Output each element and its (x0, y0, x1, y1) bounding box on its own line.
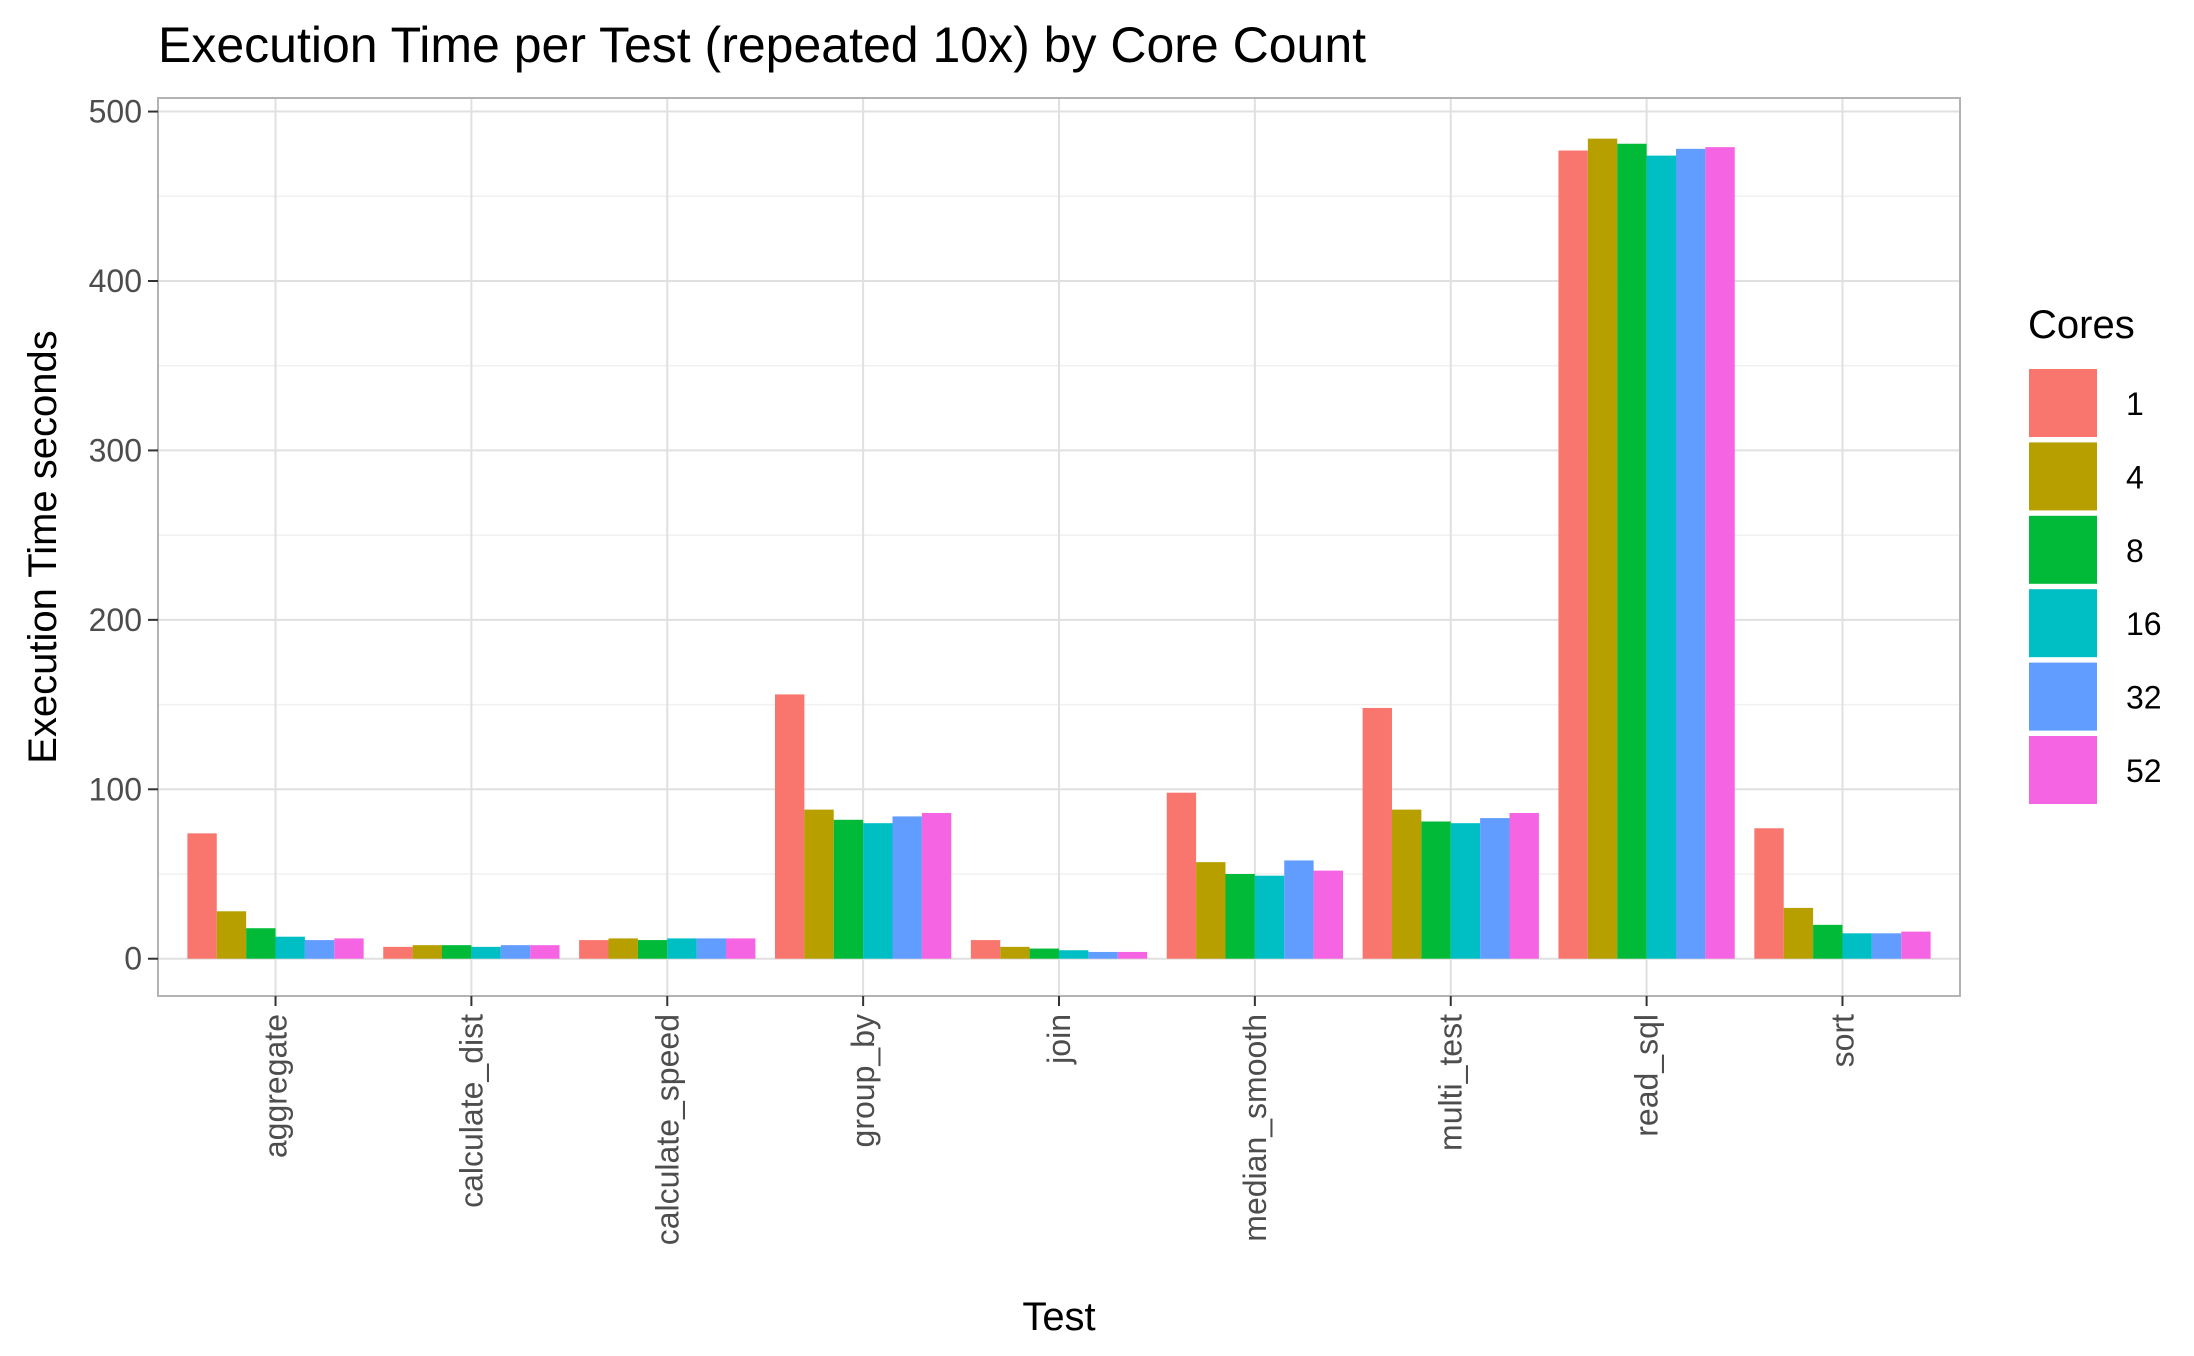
bar-calculate_dist-16 (471, 946, 501, 959)
legend-key-32 (2029, 662, 2097, 731)
bar-multi_test-1 (1362, 707, 1392, 959)
bar-read_sql-4 (1587, 138, 1618, 959)
legend-label: 16 (2126, 606, 2162, 642)
bar-aggregate-16 (275, 936, 305, 959)
bar-calculate_dist-1 (383, 946, 413, 959)
y-tick-label: 500 (89, 94, 142, 130)
y-tick-label: 100 (89, 771, 142, 807)
legend-key-16 (2029, 589, 2097, 658)
bars (187, 138, 1931, 959)
x-tick-label: calculate_dist (453, 1014, 489, 1208)
bar-join-32 (1088, 951, 1118, 959)
bar-group_by-52 (921, 813, 952, 959)
x-axis-title: Test (1022, 1295, 1095, 1339)
bar-median_smooth-16 (1254, 875, 1285, 959)
bar-median_smooth-1 (1166, 792, 1197, 959)
legend-items: 1 4 8 16 32 52 (2029, 369, 2162, 804)
bar-calculate_dist-52 (530, 945, 560, 959)
legend-label: 52 (2126, 753, 2162, 789)
bar-sort-8 (1813, 924, 1843, 959)
y-axis-title: Execution Time seconds (21, 330, 65, 764)
bar-multi_test-52 (1509, 813, 1539, 959)
x-tick-label: aggregate (258, 1014, 294, 1158)
bar-calculate_speed-1 (579, 940, 609, 959)
bar-calculate_speed-32 (696, 938, 727, 959)
bar-median_smooth-8 (1225, 874, 1255, 959)
y-tick-label: 0 (124, 941, 142, 977)
x-tick-label: median_smooth (1237, 1014, 1273, 1242)
x-tick-label: read_sql (1629, 1014, 1665, 1137)
bar-join-16 (1059, 950, 1089, 959)
chart-title: Execution Time per Test (repeated 10x) b… (158, 17, 1366, 73)
x-tick-label: calculate_speed (649, 1014, 685, 1245)
bar-group_by-4 (804, 809, 834, 959)
bar-join-8 (1029, 948, 1059, 959)
x-tick-label: multi_test (1433, 1014, 1469, 1151)
bar-multi_test-4 (1391, 809, 1422, 959)
legend-key-4 (2029, 442, 2097, 511)
bar-read_sql-16 (1646, 155, 1676, 959)
y-axis-ticks: 0 100 200 300 400 500 (89, 94, 158, 977)
bar-read_sql-32 (1675, 148, 1706, 959)
bar-sort-52 (1901, 931, 1931, 959)
bar-read_sql-8 (1617, 143, 1647, 959)
bar-group_by-16 (863, 823, 893, 959)
bar-multi_test-32 (1480, 818, 1510, 959)
y-tick-label: 300 (89, 432, 142, 468)
bar-calculate_speed-4 (608, 938, 638, 959)
bar-group_by-32 (892, 816, 922, 959)
y-tick-label: 400 (89, 263, 142, 299)
y-tick-label: 200 (89, 602, 142, 638)
legend-label: 8 (2126, 533, 2144, 569)
bar-aggregate-8 (246, 928, 276, 959)
legend: Cores 1 4 8 16 32 52 (2028, 303, 2162, 804)
grid (158, 98, 1960, 996)
bar-multi_test-8 (1421, 821, 1451, 959)
bar-calculate_dist-8 (442, 945, 472, 959)
bar-join-4 (1000, 946, 1030, 959)
legend-key-1 (2029, 369, 2097, 437)
bar-read_sql-52 (1705, 147, 1735, 959)
legend-label: 4 (2126, 459, 2144, 495)
bar-calculate_dist-4 (412, 945, 443, 959)
bar-sort-16 (1842, 933, 1872, 959)
legend-title: Cores (2028, 303, 2135, 347)
bar-median_smooth-32 (1284, 860, 1314, 959)
bar-join-52 (1117, 951, 1148, 959)
bar-calculate_dist-32 (500, 945, 531, 959)
bar-sort-32 (1871, 933, 1902, 959)
bar-multi_test-16 (1450, 823, 1481, 959)
x-tick-label: group_by (845, 1014, 881, 1147)
bar-group_by-1 (774, 694, 805, 959)
bar-group_by-8 (833, 819, 864, 959)
x-axis-ticks: aggregate calculate_dist calculate_speed gr… (258, 996, 1860, 1245)
bar-calculate_speed-16 (667, 938, 697, 959)
bar-aggregate-1 (187, 833, 217, 959)
bar-sort-1 (1754, 828, 1784, 959)
legend-key-8 (2029, 515, 2097, 584)
bar-median_smooth-52 (1313, 870, 1344, 959)
bar-sort-4 (1783, 907, 1814, 959)
bar-median_smooth-4 (1196, 862, 1226, 959)
legend-key-52 (2029, 736, 2097, 804)
bar-read_sql-1 (1558, 150, 1588, 959)
bar-aggregate-32 (304, 940, 335, 959)
bar-calculate_speed-8 (637, 940, 668, 959)
bar-join-1 (970, 940, 1001, 959)
legend-label: 32 (2126, 680, 2162, 716)
x-tick-label: sort (1824, 1014, 1860, 1067)
bar-aggregate-52 (334, 938, 364, 959)
legend-label: 1 (2126, 386, 2144, 422)
bar-calculate_speed-52 (726, 938, 756, 959)
x-tick-label: join (1041, 1014, 1077, 1065)
bar-aggregate-4 (216, 911, 247, 959)
